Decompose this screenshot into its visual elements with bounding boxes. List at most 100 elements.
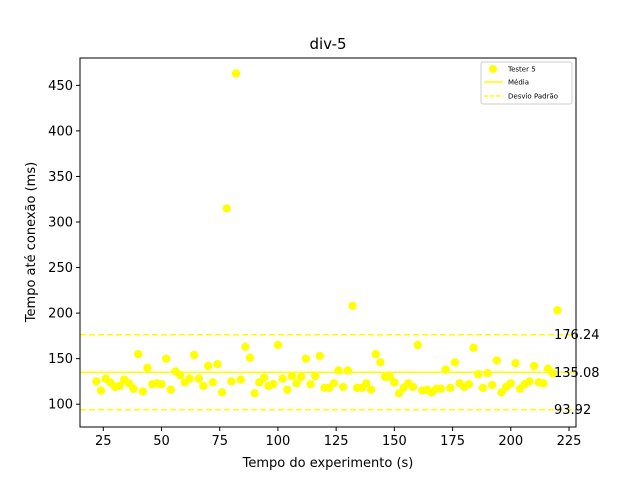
data-point xyxy=(343,366,352,375)
data-point xyxy=(362,379,371,388)
data-point xyxy=(259,373,269,382)
legend-entry-std: Desvio Padrão xyxy=(508,93,558,101)
data-point xyxy=(525,377,534,386)
data-point xyxy=(329,379,339,388)
data-point xyxy=(371,349,380,359)
data-point xyxy=(217,388,227,397)
data-point xyxy=(348,301,357,311)
data-point xyxy=(166,385,176,394)
data-point xyxy=(464,379,474,389)
y-axis: 100 150 200 250 300 350 400 450 xyxy=(48,79,80,413)
data-point xyxy=(338,382,348,392)
legend-entry-mean: Média xyxy=(508,79,529,87)
data-point xyxy=(394,389,404,398)
y-tick-label: 400 xyxy=(48,124,73,139)
data-point xyxy=(138,387,148,396)
data-point xyxy=(436,384,446,393)
y-axis-label: Tempo até conexão (ms) xyxy=(24,162,39,323)
data-point xyxy=(185,374,194,383)
data-point xyxy=(269,379,278,389)
x-tick-label: 175 xyxy=(440,434,465,449)
data-point xyxy=(506,379,515,388)
std-lower-label: 93.92 xyxy=(554,403,591,418)
plot-area xyxy=(80,69,576,411)
data-point xyxy=(189,350,199,360)
x-tick-label: 100 xyxy=(266,434,291,449)
y-tick-label: 200 xyxy=(48,307,73,322)
x-tick-label: 50 xyxy=(153,434,170,449)
data-point xyxy=(469,343,478,352)
data-point xyxy=(143,363,152,372)
data-point xyxy=(92,377,101,386)
x-tick-label: 200 xyxy=(498,434,523,449)
data-point xyxy=(96,386,106,395)
data-point xyxy=(497,388,506,397)
legend-marker-scatter xyxy=(489,65,497,73)
data-point xyxy=(301,354,311,363)
data-point xyxy=(278,374,287,383)
data-point xyxy=(194,374,203,383)
data-point xyxy=(334,366,343,375)
plot-frame xyxy=(79,57,577,428)
data-point xyxy=(129,384,138,393)
y-tick-label: 150 xyxy=(48,352,73,367)
x-tick-label: 125 xyxy=(324,434,349,449)
data-point xyxy=(203,361,213,371)
data-point xyxy=(245,353,255,362)
y-tick-label: 250 xyxy=(48,261,73,276)
data-point xyxy=(273,340,283,350)
data-point xyxy=(441,365,450,374)
data-point xyxy=(306,379,315,389)
data-point xyxy=(548,369,557,378)
legend-box xyxy=(480,61,573,105)
data-point xyxy=(483,369,492,378)
data-point xyxy=(366,385,376,394)
data-point xyxy=(213,359,222,369)
data-point xyxy=(231,69,241,78)
data-point xyxy=(553,306,562,315)
data-point xyxy=(446,383,455,393)
data-point xyxy=(236,375,245,384)
chart-title: div-5 xyxy=(309,35,346,53)
data-point xyxy=(199,381,208,391)
x-axis-label: Tempo do experimento (s) xyxy=(242,456,414,471)
std-upper-label: 176.24 xyxy=(554,328,600,343)
data-point xyxy=(390,378,399,387)
x-tick-label: 225 xyxy=(557,434,582,449)
data-point xyxy=(287,371,297,381)
legend: Tester 5 Média Desvio Padrão xyxy=(480,61,573,105)
data-point xyxy=(376,358,385,367)
mean-label: 135.08 xyxy=(554,366,600,381)
data-point xyxy=(511,359,520,368)
data-point xyxy=(310,371,320,381)
reference-labels: 176.24 135.08 93.92 xyxy=(554,328,600,418)
data-point xyxy=(115,381,124,391)
data-point xyxy=(487,380,497,390)
x-tick-label: 75 xyxy=(211,434,228,449)
data-point xyxy=(292,379,301,388)
data-point xyxy=(161,354,171,363)
y-tick-label: 450 xyxy=(48,79,73,94)
x-tick-label: 150 xyxy=(382,434,407,449)
data-point xyxy=(473,369,483,379)
y-tick-label: 350 xyxy=(48,170,73,185)
data-point xyxy=(450,358,460,367)
data-point xyxy=(385,372,394,382)
data-point xyxy=(539,379,548,388)
data-point xyxy=(134,349,143,359)
data-point xyxy=(241,342,250,352)
data-point xyxy=(222,204,231,213)
data-point xyxy=(529,361,539,371)
data-point xyxy=(492,356,502,365)
x-tick-label: 25 xyxy=(95,434,112,449)
y-tick-label: 300 xyxy=(48,216,73,231)
data-point xyxy=(175,370,185,380)
data-point xyxy=(478,383,488,393)
data-point xyxy=(297,372,306,382)
data-point xyxy=(413,340,422,350)
legend-entry-tester: Tester 5 xyxy=(507,66,536,74)
data-point xyxy=(157,379,166,389)
data-point xyxy=(208,378,217,387)
data-point xyxy=(124,379,134,388)
